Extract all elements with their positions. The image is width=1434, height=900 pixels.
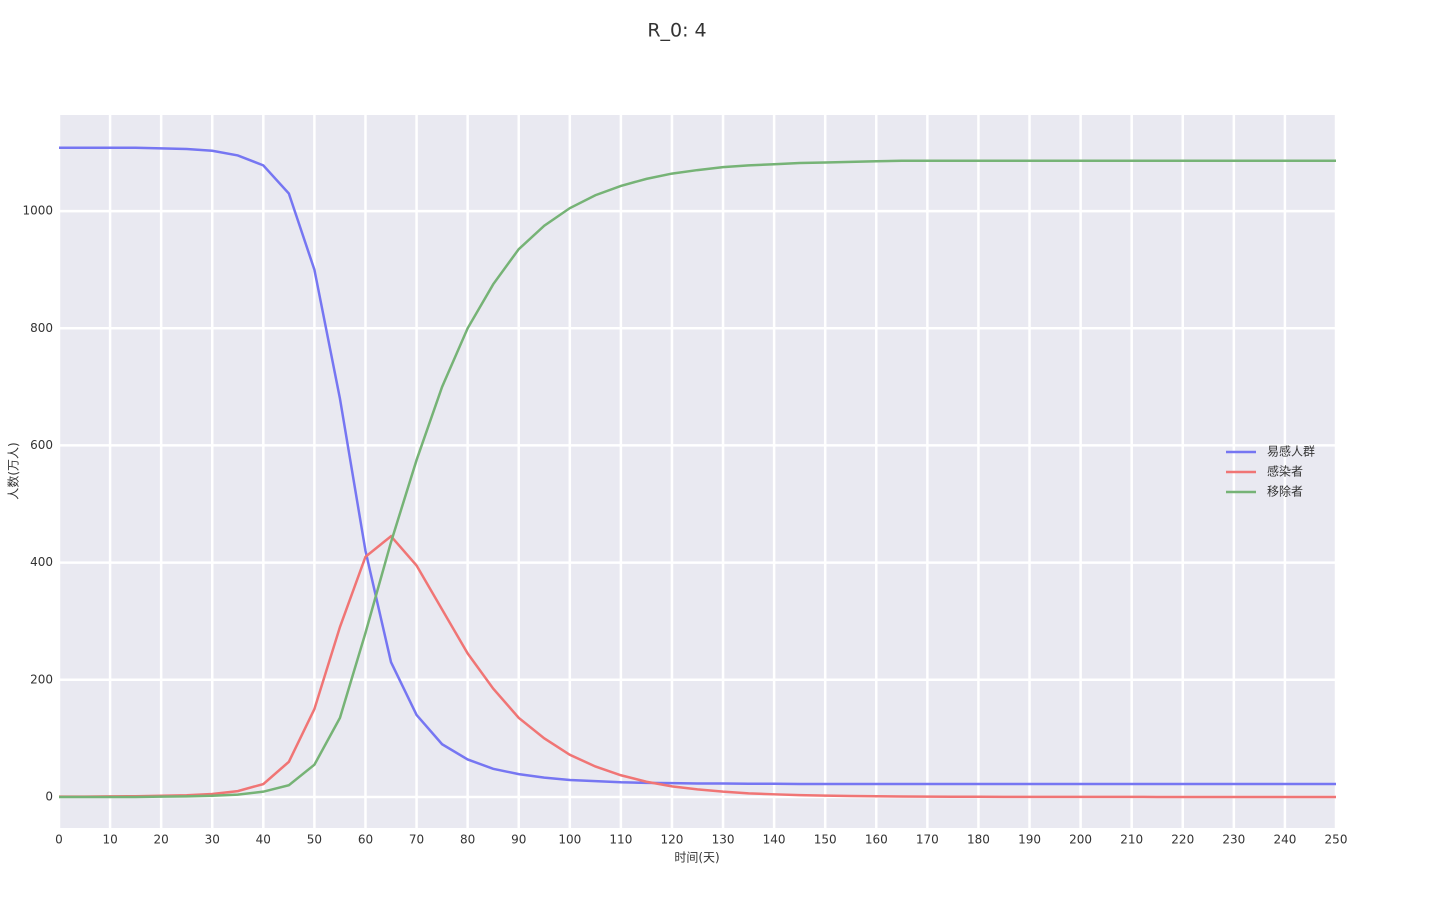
legend-label: 感染者 <box>1267 464 1303 479</box>
x-tick-label: 80 <box>460 833 475 847</box>
plot-area <box>59 115 1336 828</box>
series-line <box>58 534 1336 799</box>
legend-label: 易感人群 <box>1267 444 1315 459</box>
x-tick-label: 100 <box>558 833 581 847</box>
x-tick-label: 20 <box>154 833 169 847</box>
y-tick-label: 400 <box>30 555 53 569</box>
x-tick-label: 150 <box>814 833 837 847</box>
series-line <box>59 159 1336 799</box>
x-tick-label: 170 <box>916 833 939 847</box>
y-tick-label: 200 <box>30 672 53 686</box>
x-tick-label: 90 <box>511 833 526 847</box>
x-tick-label: 240 <box>1273 833 1296 847</box>
series-line <box>59 146 1336 786</box>
x-tick-label: 40 <box>256 833 271 847</box>
x-tick-label: 160 <box>865 833 888 847</box>
x-tick-label: 180 <box>967 833 990 847</box>
x-tick-label: 70 <box>409 833 424 847</box>
x-tick-label: 0 <box>55 833 63 847</box>
x-tick-label: 120 <box>661 833 684 847</box>
y-tick-label: 800 <box>30 321 53 335</box>
x-tick-label: 10 <box>102 833 117 847</box>
y-tick-label: 600 <box>30 438 53 452</box>
x-tick-label: 210 <box>1120 833 1143 847</box>
x-tick-label: 190 <box>1018 833 1041 847</box>
x-tick-label: 230 <box>1222 833 1245 847</box>
y-tick-label: 1000 <box>22 204 53 218</box>
x-tick-label: 110 <box>609 833 632 847</box>
x-tick-label: 130 <box>712 833 735 847</box>
x-tick-label: 60 <box>358 833 373 847</box>
x-tick-label: 220 <box>1171 833 1194 847</box>
y-axis-label: 人数(万人) <box>6 442 21 499</box>
x-tick-label: 140 <box>763 833 786 847</box>
chart-title: R_0: 4 <box>647 20 706 42</box>
x-tick-label: 200 <box>1069 833 1092 847</box>
x-tick-label: 250 <box>1325 833 1348 847</box>
legend-label: 移除者 <box>1267 484 1303 499</box>
y-tick-label: 0 <box>45 789 53 803</box>
x-tick-label: 50 <box>307 833 322 847</box>
x-tick-label: 30 <box>205 833 220 847</box>
x-axis-label: 时间(天) <box>674 851 719 865</box>
